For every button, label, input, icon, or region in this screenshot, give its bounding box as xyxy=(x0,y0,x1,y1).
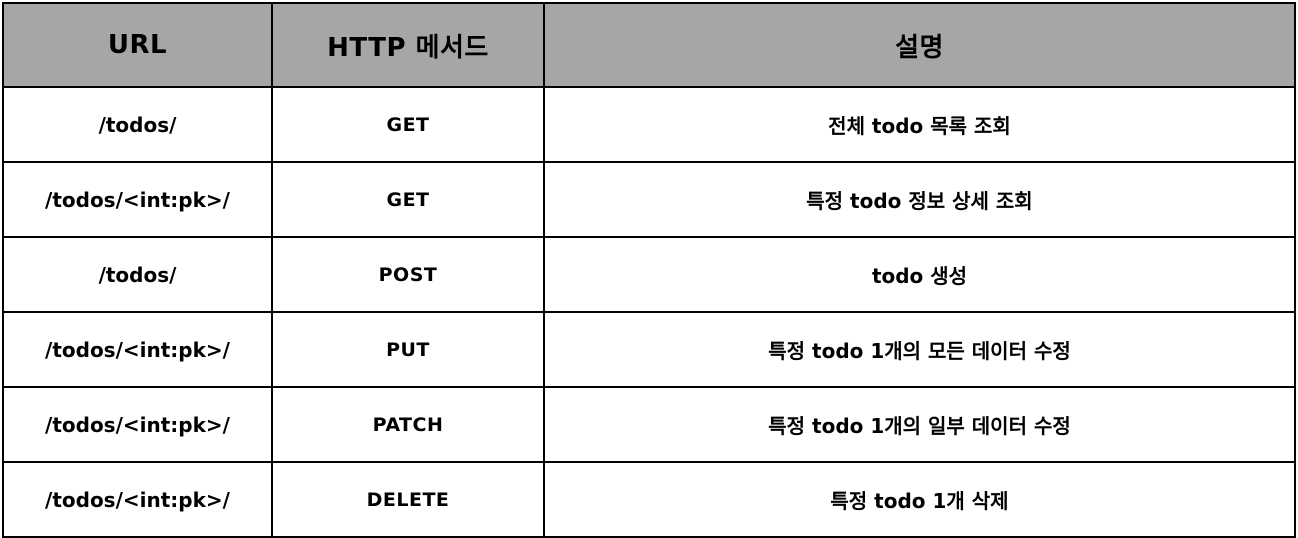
table-header: URL HTTP 메서드 설명 xyxy=(2,2,1296,88)
method-cell: GET xyxy=(271,86,545,163)
url-cell: /todos/<int:pk>/ xyxy=(2,161,273,238)
column-header-url: URL xyxy=(2,2,273,88)
description-cell: 특정 todo 정보 상세 조회 xyxy=(543,161,1296,238)
description-cell: todo 생성 xyxy=(543,236,1296,313)
column-header-description: 설명 xyxy=(543,2,1296,88)
table-body: /todos/ GET 전체 todo 목록 조회 /todos/<int:pk… xyxy=(2,86,1296,538)
method-cell: GET xyxy=(271,161,545,238)
url-cell: /todos/ xyxy=(2,236,273,313)
table-row: /todos/ GET 전체 todo 목록 조회 xyxy=(2,86,1296,163)
url-cell: /todos/<int:pk>/ xyxy=(2,311,273,388)
method-cell: PATCH xyxy=(271,386,545,463)
description-cell: 전체 todo 목록 조회 xyxy=(543,86,1296,163)
table-row: /todos/<int:pk>/ DELETE 특정 todo 1개 삭제 xyxy=(2,461,1296,538)
url-cell: /todos/ xyxy=(2,86,273,163)
table-row: /todos/ POST todo 생성 xyxy=(2,236,1296,313)
table-row: /todos/<int:pk>/ PATCH 특정 todo 1개의 일부 데이… xyxy=(2,386,1296,463)
description-cell: 특정 todo 1개의 일부 데이터 수정 xyxy=(543,386,1296,463)
header-row: URL HTTP 메서드 설명 xyxy=(2,2,1296,88)
method-cell: DELETE xyxy=(271,461,545,538)
method-cell: PUT xyxy=(271,311,545,388)
method-cell: POST xyxy=(271,236,545,313)
url-cell: /todos/<int:pk>/ xyxy=(2,386,273,463)
url-cell: /todos/<int:pk>/ xyxy=(2,461,273,538)
description-cell: 특정 todo 1개의 모든 데이터 수정 xyxy=(543,311,1296,388)
table-row: /todos/<int:pk>/ GET 특정 todo 정보 상세 조회 xyxy=(2,161,1296,238)
table-row: /todos/<int:pk>/ PUT 특정 todo 1개의 모든 데이터 … xyxy=(2,311,1296,388)
column-header-method: HTTP 메서드 xyxy=(271,2,545,88)
description-cell: 특정 todo 1개 삭제 xyxy=(543,461,1296,538)
